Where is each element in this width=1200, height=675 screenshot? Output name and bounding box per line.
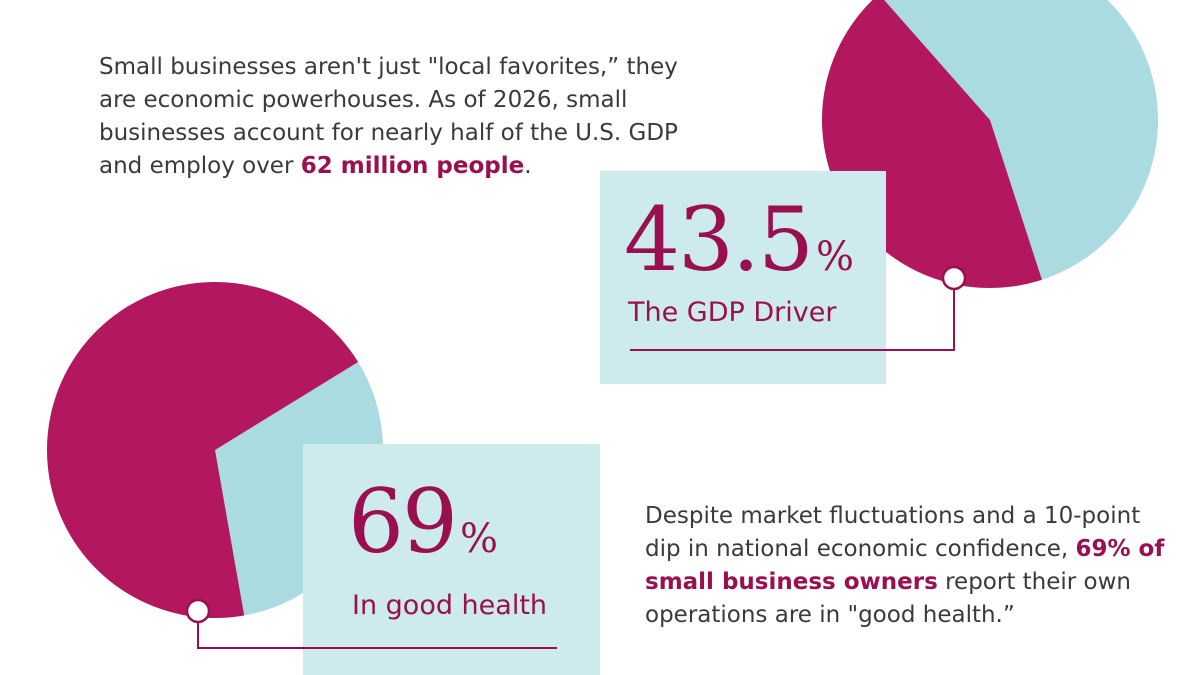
health-stat-value: 69% xyxy=(348,478,498,566)
health-pie-slice xyxy=(47,282,359,618)
gdp-stat-label: The GDP Driver xyxy=(628,297,837,328)
outro-text-end: report their own operations are in "good… xyxy=(645,569,1132,628)
health-stat-label: In good health xyxy=(352,590,548,621)
health-pie-chart xyxy=(47,282,383,618)
outro-text: Despite market fluctuations and a 10-poi… xyxy=(645,503,1141,562)
health-stat-number: 69 xyxy=(348,470,458,573)
intro-paragraph: Small businesses aren't just "local favo… xyxy=(99,51,699,183)
intro-text-end: . xyxy=(524,153,532,179)
intro-text: Small businesses aren't just "local favo… xyxy=(99,54,678,179)
gdp-percent-sign: % xyxy=(815,234,854,280)
outro-paragraph: Despite market fluctuations and a 10-poi… xyxy=(645,500,1165,632)
outro-highlight: 69% of small business owners xyxy=(645,536,1165,595)
intro-highlight: 62 million people xyxy=(300,153,525,179)
gdp-stat-number: 43.5 xyxy=(624,188,814,291)
gdp-stat-value: 43.5% xyxy=(624,196,854,284)
health-percent-sign: % xyxy=(459,516,498,562)
